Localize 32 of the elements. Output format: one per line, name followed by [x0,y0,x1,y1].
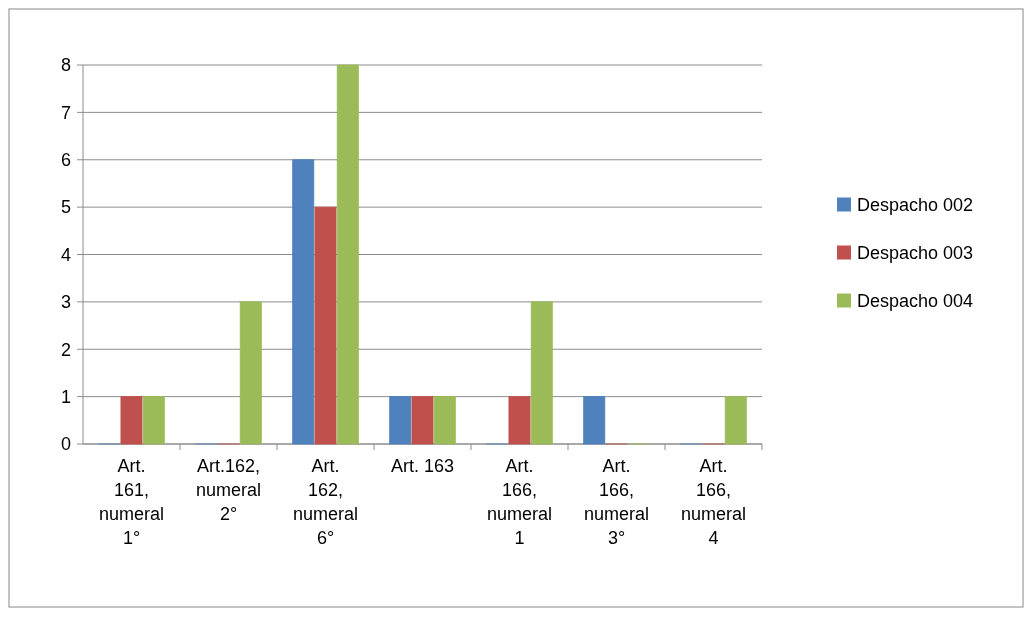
y-tick-label: 3 [60,292,71,313]
bar [389,396,412,445]
bar [583,396,606,445]
bar [142,396,165,445]
legend-label: Despacho 003 [857,242,974,263]
x-tick-label: Art. 166, numeral 4 [680,456,747,548]
x-tick-label: Art. 163 [390,456,455,476]
y-tick-label: 0 [60,434,71,455]
y-tick-label: 1 [60,386,71,407]
bar [239,301,262,445]
legend-label: Despacho 004 [857,290,974,311]
x-tick-label: Art. 166, numeral 3° [583,456,650,548]
bar [411,396,434,445]
bar [120,396,143,445]
x-tick-label: Art.162, numeral 2° [195,456,262,524]
bar [530,301,553,445]
y-tick-label: 2 [60,339,71,360]
y-tick-label: 6 [60,150,71,171]
bar [433,396,456,445]
y-tick-label: 4 [60,244,71,265]
legend-label: Despacho 002 [857,194,974,215]
bar [508,396,531,445]
bar [314,206,337,445]
y-tick-label: 5 [60,197,71,218]
y-tick-label: 7 [60,102,71,123]
x-tick-label: Art. 161, numeral 1° [98,456,165,548]
x-tick-label: Art. 166, numeral 1 [486,456,553,548]
bar [724,396,747,445]
x-tick-label: Art. 162, numeral 6° [292,456,359,548]
bar [336,64,359,445]
bar [292,159,315,445]
y-tick-label: 8 [60,55,71,76]
